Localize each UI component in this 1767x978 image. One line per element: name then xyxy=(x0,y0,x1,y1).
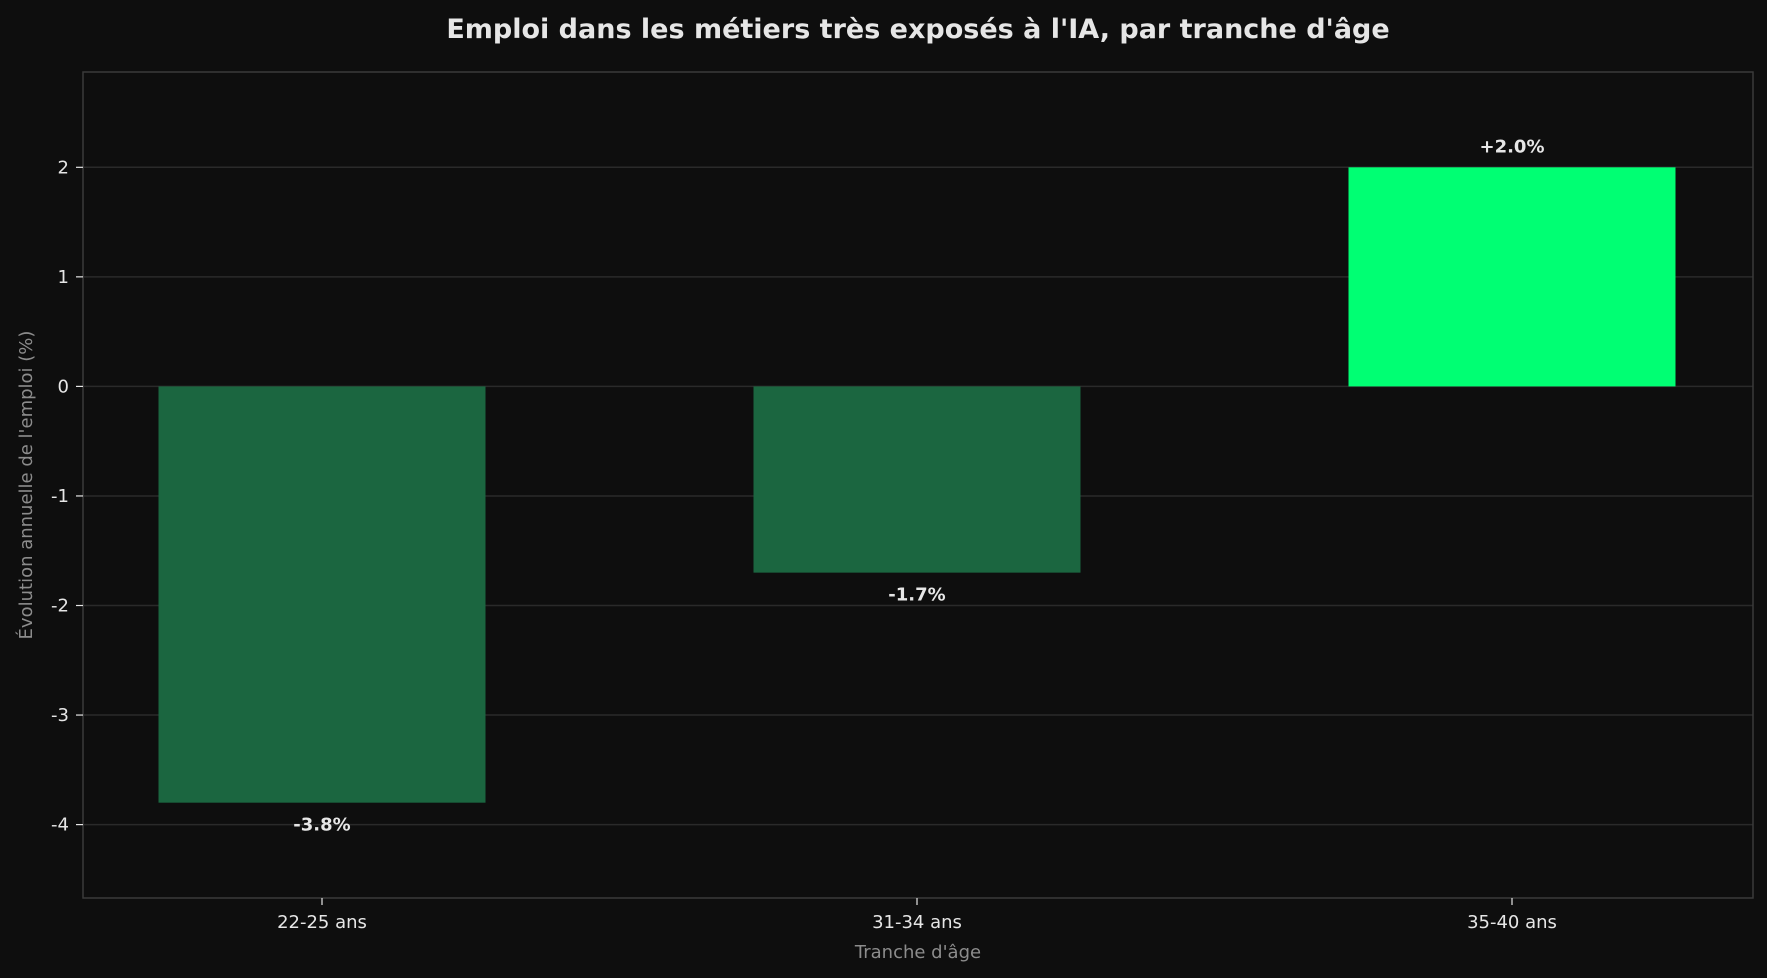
bar-3 xyxy=(1348,167,1676,387)
bar-1 xyxy=(158,386,486,803)
y-tick-label: 2 xyxy=(58,157,69,178)
chart-title: Emploi dans les métiers très exposés à l… xyxy=(446,14,1389,45)
value-label: +2.0% xyxy=(1479,136,1544,157)
y-tick-label: -3 xyxy=(51,705,69,726)
y-tick-label: -4 xyxy=(51,815,69,836)
x-tick-label: 35-40 ans xyxy=(1467,912,1557,933)
y-tick-label: -2 xyxy=(51,596,69,617)
x-axis-ticks: 22-25 ans 31-34 ans 35-40 ans xyxy=(277,898,1557,933)
x-tick-label: 31-34 ans xyxy=(872,912,962,933)
y-axis-label: Évolution annuelle de l'emploi (%) xyxy=(15,331,37,640)
y-axis-ticks: 2 1 0 -1 -2 -3 -4 xyxy=(51,157,83,836)
value-label: -3.8% xyxy=(293,815,350,836)
x-tick-label: 22-25 ans xyxy=(277,912,367,933)
value-labels: -3.8% -1.7% +2.0% xyxy=(293,136,1544,835)
value-label: -1.7% xyxy=(888,585,945,606)
y-tick-label: -1 xyxy=(51,486,69,507)
bars xyxy=(158,167,1676,803)
plot-frame xyxy=(82,71,1754,899)
x-axis-label: Tranche d'âge xyxy=(854,942,981,963)
y-tick-label: 0 xyxy=(58,376,69,397)
y-tick-label: 1 xyxy=(58,267,69,288)
bar-2 xyxy=(753,386,1081,573)
